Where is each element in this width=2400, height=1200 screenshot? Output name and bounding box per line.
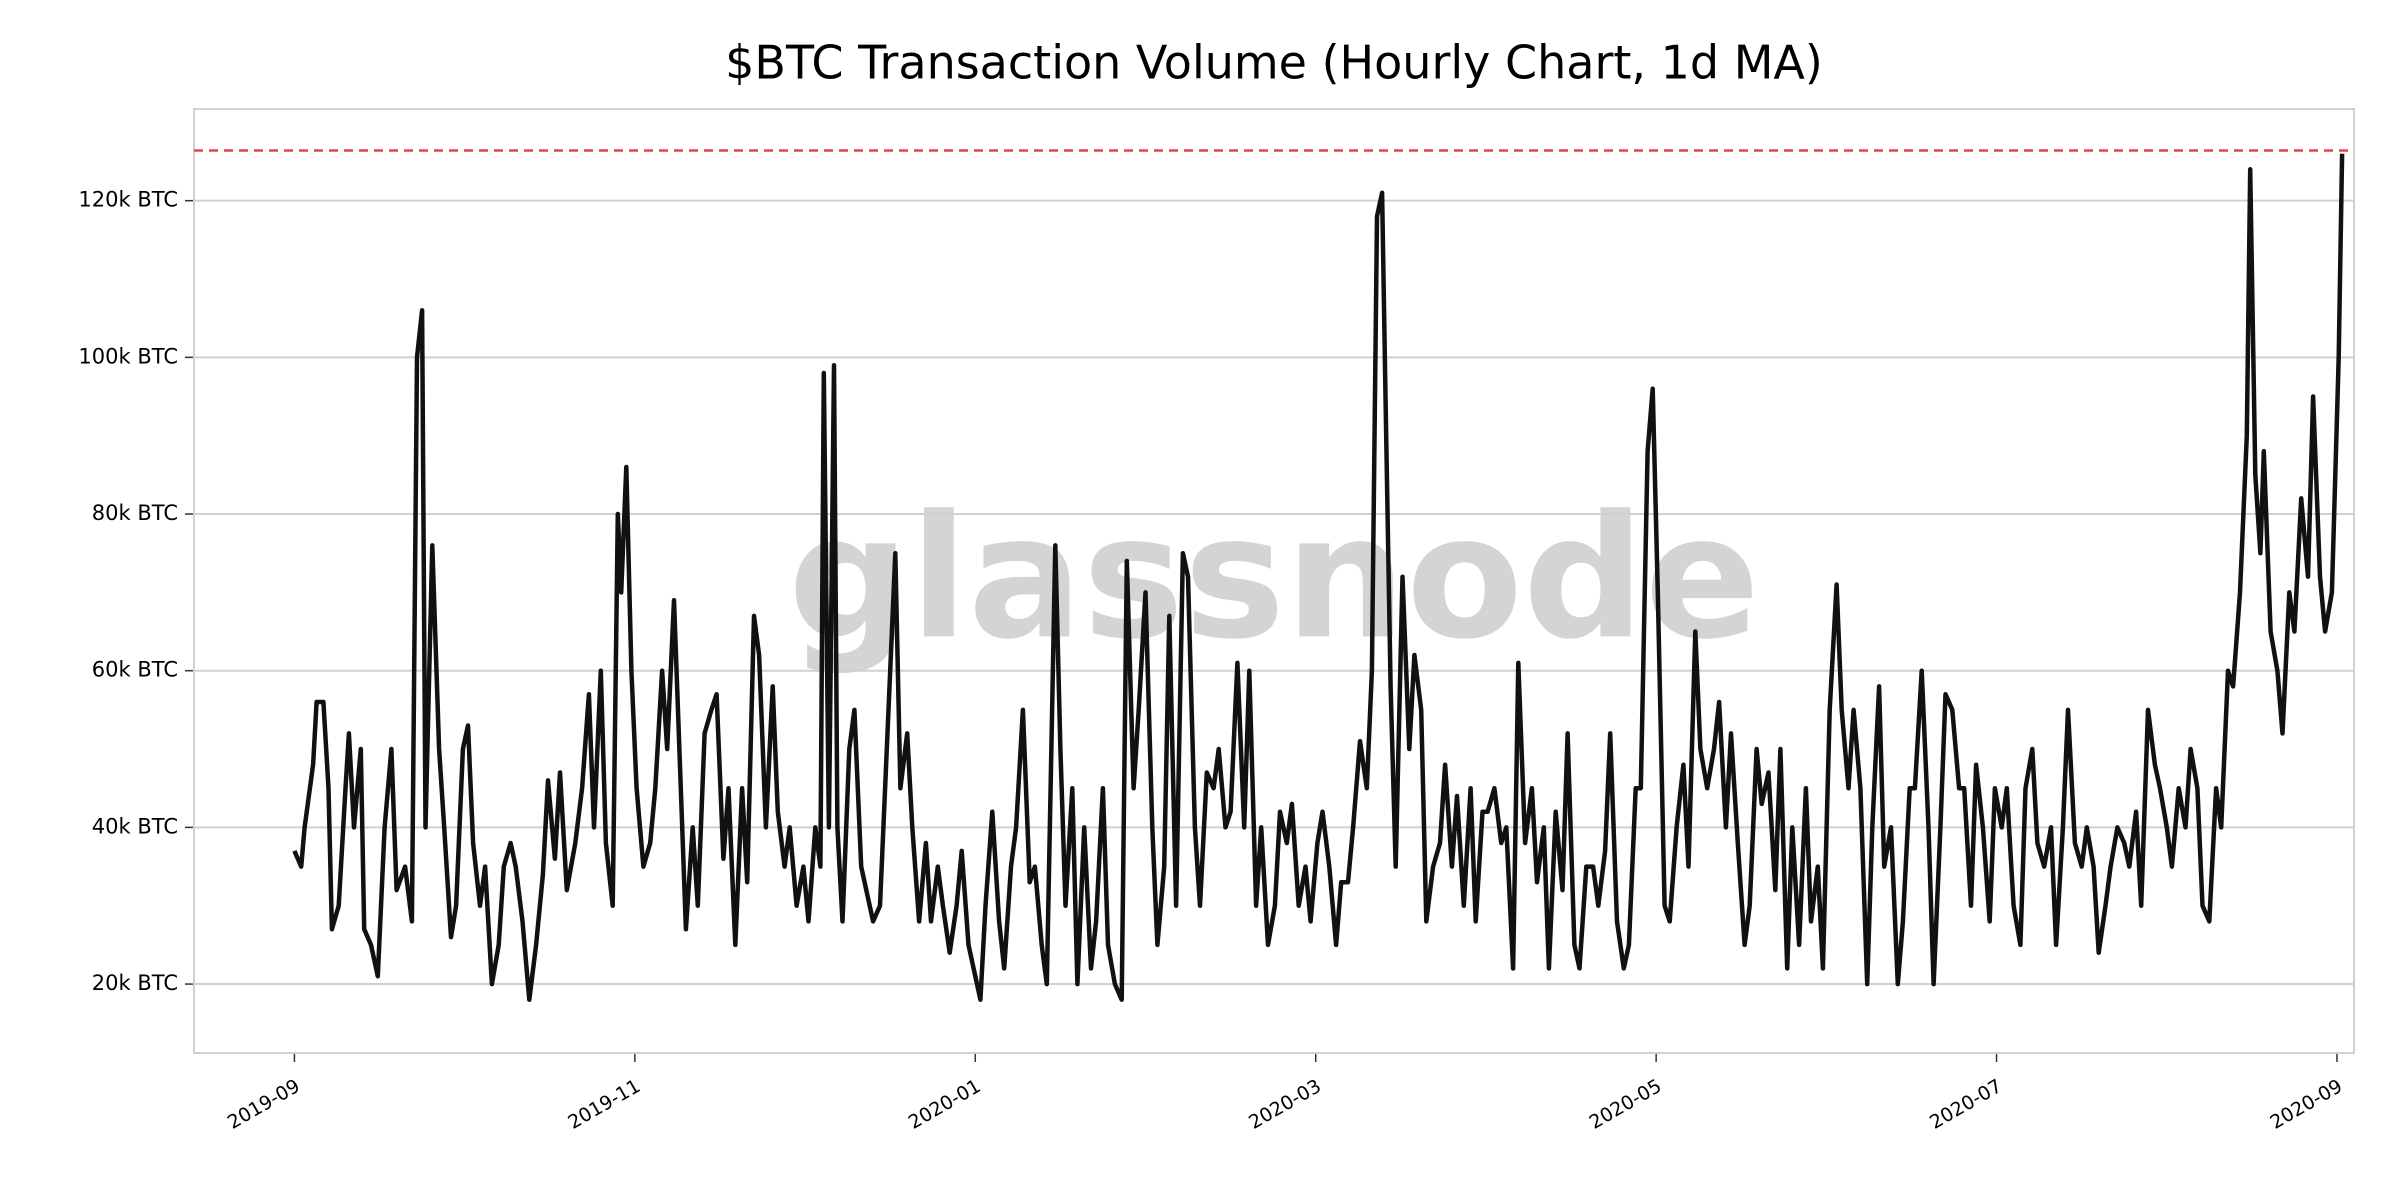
chart-title: $BTC Transaction Volume (Hourly Chart, 1… <box>725 36 1823 90</box>
y-tick-label: 120k BTC <box>78 188 178 212</box>
y-tick-label: 100k BTC <box>78 344 178 368</box>
y-tick-label: 60k BTC <box>92 658 178 682</box>
y-tick-label: 40k BTC <box>92 814 178 838</box>
watermark: glassnode <box>788 479 1760 677</box>
plot-frame <box>193 108 2355 1054</box>
y-tick-label: 80k BTC <box>92 501 178 525</box>
volume-line <box>292 153 2345 1002</box>
y-tick-label: 20k BTC <box>92 971 178 995</box>
